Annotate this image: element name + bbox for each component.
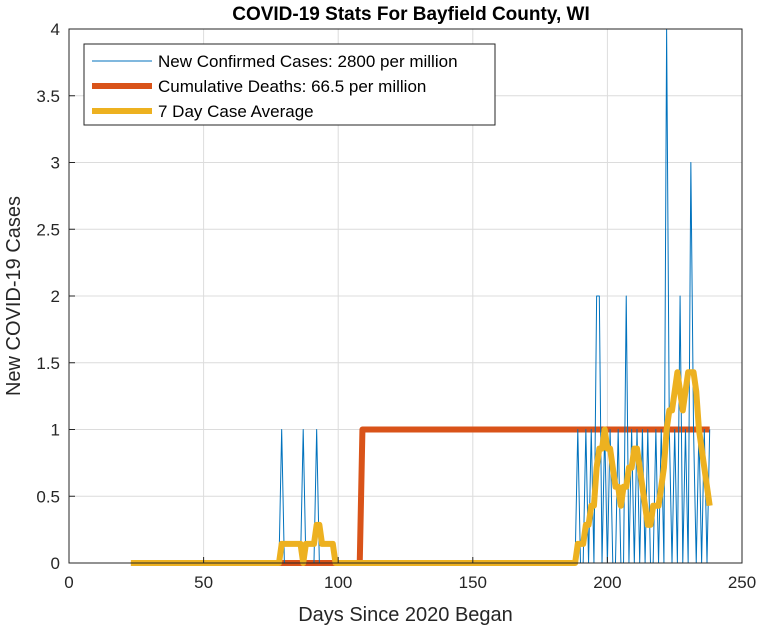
y-axis-label: New COVID-19 Cases	[3, 196, 25, 396]
legend-label: New Confirmed Cases: 2800 per million	[158, 52, 458, 71]
chart-title: COVID-19 Stats For Bayfield County, WI	[232, 4, 590, 25]
x-tick-label: 0	[64, 573, 73, 592]
x-tick-label: 250	[728, 573, 756, 592]
y-tick-label: 0.5	[36, 487, 60, 506]
x-tick-label: 200	[593, 573, 621, 592]
y-tick-label: 3.5	[36, 87, 60, 106]
x-axis-label: Days Since 2020 Began	[298, 604, 513, 626]
y-tick-label: 3	[51, 154, 60, 173]
y-tick-label: 2.5	[36, 220, 60, 239]
y-tick-label: 1	[51, 421, 60, 440]
y-tick-label: 2	[51, 287, 60, 306]
x-tick-label: 50	[194, 573, 213, 592]
y-tick-label: 0	[51, 554, 60, 573]
legend-label: Cumulative Deaths: 66.5 per million	[158, 77, 426, 96]
axis-ticks: 0 50 100 150 200 250 0 0.5 1 1.5 2 2.5 3 3.5 4	[36, 20, 756, 592]
y-tick-label: 1.5	[36, 354, 60, 373]
legend-box	[83, 43, 496, 126]
legend-label: 7 Day Case Average	[158, 102, 314, 121]
series-line-2	[130, 369, 713, 566]
x-tick-label: 100	[324, 573, 352, 592]
legend: New Confirmed Cases: 2800 per million Cum…	[83, 43, 496, 126]
y-tick-label: 4	[51, 20, 60, 39]
x-tick-label: 150	[459, 573, 487, 592]
